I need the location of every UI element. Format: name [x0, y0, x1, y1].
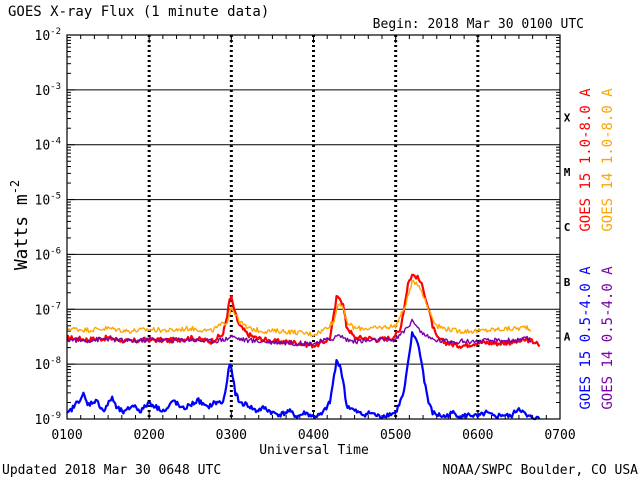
- y-axis-label-sup: -2: [8, 180, 22, 194]
- y-tick-base: 10: [35, 84, 51, 99]
- y-tick-base: 10: [35, 303, 51, 318]
- y-axis-label: Watts m-2: [8, 180, 32, 270]
- y-tick-base: 10: [35, 194, 51, 209]
- begin-label: Begin: 2018 Mar 30 0100 UTC: [373, 17, 584, 32]
- x-tick-label: 0300: [216, 428, 247, 443]
- y-tick-base: 10: [35, 139, 51, 154]
- x-tick-label: 0100: [51, 428, 82, 443]
- y-tick-base: 10: [35, 358, 51, 373]
- flare-class-c: C: [564, 221, 571, 234]
- plot-frame: [66, 34, 561, 420]
- flare-class-a: A: [564, 331, 571, 344]
- series-line-3: [66, 331, 541, 421]
- footer-updated: Updated 2018 Mar 30 0648 UTC: [2, 463, 221, 478]
- chart-title: GOES X-ray Flux (1 minute data): [8, 4, 269, 20]
- legend-entry-1: GOES 15 1.0-8.0 A: [578, 88, 594, 232]
- y-tick-label: 10-2: [35, 27, 62, 44]
- y-tick-exponent: -2: [50, 27, 61, 37]
- legend-entry-2: GOES 14 1.0-8.0 A: [600, 88, 616, 232]
- hour-marker-dashes: [147, 35, 480, 419]
- y-tick-label: 10-4: [35, 137, 62, 154]
- flare-class-m: M: [564, 166, 571, 179]
- flare-class-b: B: [564, 276, 571, 289]
- y-tick-exponent: -8: [50, 356, 61, 366]
- y-axis-label-text: Watts m: [11, 194, 32, 270]
- x-axis-label: Universal Time: [259, 443, 369, 458]
- y-tick-label: 10-9: [35, 411, 62, 428]
- series-line-1: [67, 273, 541, 349]
- y-tick-labels: 10-910-810-710-610-510-410-310-2: [35, 27, 62, 428]
- y-tick-label: 10-6: [35, 246, 62, 263]
- x-tick-label: 0600: [462, 428, 493, 443]
- y-tick-exponent: -4: [50, 137, 61, 147]
- y-tick-exponent: -6: [50, 246, 61, 256]
- x-tick-label: 0500: [380, 428, 411, 443]
- series-line-2: [66, 279, 532, 337]
- x-tick-labels: 0100 0200 0300 0400 0500 0600 0700: [51, 428, 575, 443]
- footer-credit: NOAA/SWPC Boulder, CO USA: [442, 463, 638, 478]
- series-lines: [66, 273, 541, 421]
- y-tick-exponent: -3: [50, 82, 61, 92]
- y-tick-base: 10: [35, 29, 51, 44]
- y-tick-exponent: -7: [50, 301, 61, 311]
- x-tick-label: 0200: [134, 428, 165, 443]
- y-tick-label: 10-5: [35, 192, 62, 209]
- legend-entry-4: GOES 14 0.5-4.0 A: [600, 266, 616, 410]
- flare-class-labels: A B C M X: [564, 111, 571, 343]
- x-tick-label: 0700: [544, 428, 575, 443]
- y-tick-label: 10-3: [35, 82, 62, 99]
- legend-entry-3: GOES 15 0.5-4.0 A: [578, 266, 594, 410]
- y-tick-base: 10: [35, 413, 51, 428]
- y-tick-label: 10-8: [35, 356, 62, 373]
- y-tick-exponent: -9: [50, 411, 61, 421]
- series-line-4: [66, 318, 532, 347]
- y-tick-label: 10-7: [35, 301, 62, 318]
- y-tick-exponent: -5: [50, 192, 61, 202]
- y-tick-base: 10: [35, 248, 51, 263]
- flare-class-x: X: [564, 111, 571, 124]
- x-tick-label: 0400: [298, 428, 329, 443]
- legend: GOES 15 1.0-8.0 A GOES 14 1.0-8.0 A GOES 1…: [578, 88, 616, 410]
